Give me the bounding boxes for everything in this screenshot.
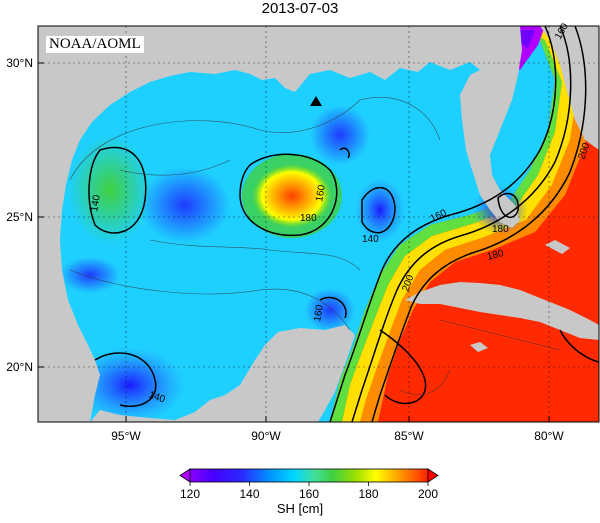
contour-label: 160 [314, 184, 328, 203]
colorbar-tick-label: 200 [418, 487, 438, 501]
thin-contours [69, 97, 561, 396]
blue-patch-6 [60, 257, 120, 293]
lat-tick-label: 20°N [6, 360, 33, 374]
blue-patch-1 [140, 167, 230, 243]
violet-patch [518, 30, 535, 48]
blue-patch-5 [305, 288, 355, 332]
station-marker-icon [310, 96, 322, 106]
lat-tick-label: 25°N [6, 210, 33, 224]
bahamas-island [545, 240, 570, 254]
lon-tick-label: 90°W [251, 429, 281, 443]
colorbar-tick-label: 140 [239, 487, 259, 501]
florida-land [460, 26, 522, 228]
current-yellow [342, 26, 578, 422]
colorbar: 120 140 160 180 200 [179, 468, 439, 501]
graticule [38, 26, 599, 422]
lon-tick-label: 85°W [394, 429, 424, 443]
yucatan-land [90, 325, 355, 422]
map-frame [37, 25, 600, 423]
contour-lines [88, 26, 599, 422]
isle-of-youth [470, 342, 488, 352]
contour-label: 180 [300, 213, 317, 224]
colorbar-tick-label: 160 [299, 487, 319, 501]
contour-label: 180 [486, 248, 505, 263]
colorbar-label: SH [cm] [276, 501, 324, 516]
current-orange [360, 26, 592, 422]
contour-label: 140 [362, 234, 379, 245]
colorbar-bar [189, 468, 429, 483]
axis-ticks [38, 62, 550, 422]
contour-label: 180 [492, 224, 509, 235]
north-america-land [38, 26, 505, 422]
contour-label: 160 [312, 304, 326, 323]
colorbar-low-arrow [179, 468, 191, 483]
cuba-land [405, 282, 599, 340]
credit-label: NOAA/AOML [46, 36, 144, 53]
green-patch-west [68, 135, 152, 245]
current-green [330, 26, 562, 422]
blue-patch-2 [310, 105, 370, 165]
warm-eddy [252, 164, 332, 228]
colorbar-tick-label: 120 [180, 487, 200, 501]
colorbar-tick-label: 180 [358, 487, 378, 501]
lon-tick-label: 95°W [111, 429, 141, 443]
lat-tick-label: 30°N [6, 56, 33, 70]
contour-label: 140 [89, 194, 103, 213]
lon-tick-label: 80°W [534, 429, 564, 443]
map-title: 2013-07-03 [261, 0, 339, 17]
colorbar-high-arrow [427, 468, 439, 483]
blue-patch-south [75, 347, 185, 422]
map-area [38, 26, 599, 422]
